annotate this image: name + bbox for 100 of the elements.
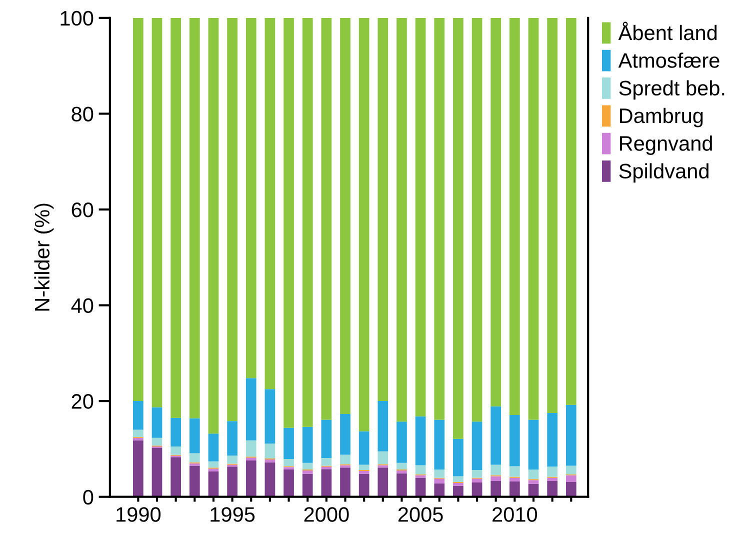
bar (415, 478, 426, 497)
bar (208, 434, 219, 462)
y-axis-title: N-kilder (%) (34, 204, 54, 311)
bar (453, 482, 464, 486)
bar (321, 458, 332, 466)
y-tick-label: 100 (60, 10, 94, 26)
bar (321, 469, 332, 497)
bar (510, 414, 520, 466)
bar (396, 462, 407, 470)
bar (396, 422, 407, 463)
bar (284, 18, 294, 428)
bar (340, 454, 350, 464)
bar (152, 18, 162, 408)
bar (453, 476, 464, 482)
bar (302, 18, 313, 427)
bar (170, 18, 181, 418)
bar (453, 486, 464, 497)
bar (227, 466, 238, 497)
y-tick-label: 20 (72, 394, 94, 409)
y-tick-label: 0 (83, 490, 94, 505)
bar (227, 456, 238, 464)
bar (246, 440, 256, 457)
bar (378, 468, 388, 497)
bar (510, 18, 520, 415)
bar (227, 421, 238, 456)
bar (302, 470, 313, 474)
bar (472, 18, 482, 422)
bar (528, 420, 539, 470)
bar (227, 18, 238, 422)
bar (358, 464, 370, 470)
bar (246, 378, 256, 440)
bar (434, 483, 445, 497)
bar (189, 418, 200, 454)
bar (490, 406, 502, 465)
bar (510, 482, 520, 497)
bar (415, 465, 426, 474)
bar (340, 468, 350, 497)
bar (358, 470, 370, 474)
bar (302, 474, 313, 497)
y-tick-label: 60 (72, 202, 94, 218)
x-tick-label: 2010 (492, 507, 538, 522)
bar (264, 459, 276, 462)
bar (284, 470, 294, 497)
bar (453, 18, 464, 439)
y-tick-label: 40 (71, 298, 94, 314)
bar (152, 407, 162, 438)
bar (434, 18, 445, 420)
bar (246, 460, 256, 497)
bar (378, 451, 388, 464)
bar (170, 418, 181, 447)
bar (321, 466, 332, 470)
bar (566, 18, 576, 405)
bar (528, 484, 539, 497)
bar (396, 473, 407, 497)
bar (284, 467, 294, 470)
bar (264, 444, 276, 459)
bar (340, 18, 350, 414)
bar (264, 18, 276, 390)
bar (510, 478, 520, 482)
bar (358, 431, 370, 465)
bar (170, 446, 181, 455)
bar (472, 470, 482, 478)
bar (189, 453, 200, 462)
bar (547, 413, 558, 467)
bar (133, 430, 144, 437)
bar (246, 18, 256, 378)
legend-label: Regnvand (620, 136, 712, 155)
bar (246, 458, 256, 460)
x-tick-label: 2000 (304, 507, 349, 522)
bar (434, 478, 445, 484)
bar (302, 426, 313, 463)
bar (396, 470, 407, 474)
bar (189, 18, 200, 418)
bar (264, 462, 276, 497)
bar (133, 440, 144, 497)
bar (415, 18, 426, 416)
bar (528, 470, 539, 480)
bar (547, 481, 558, 497)
legend-label: Atmosfære (618, 52, 720, 68)
bar (302, 462, 313, 470)
bar (189, 466, 200, 497)
bar (547, 466, 558, 477)
bar (566, 466, 576, 474)
bar (434, 470, 445, 478)
bar (490, 476, 502, 482)
bar (378, 401, 388, 452)
legend-label: Spildvand (619, 163, 708, 183)
bar (264, 389, 276, 444)
bar (528, 480, 539, 484)
bar (453, 438, 464, 476)
bar (510, 466, 520, 477)
bar (415, 416, 426, 466)
bar (133, 18, 144, 402)
bar (208, 18, 219, 434)
bar (321, 420, 332, 458)
x-tick-label: 1990 (116, 507, 161, 522)
x-tick-label: 1995 (210, 507, 255, 522)
bar (490, 18, 502, 406)
bar (434, 420, 445, 470)
bar (133, 401, 144, 430)
